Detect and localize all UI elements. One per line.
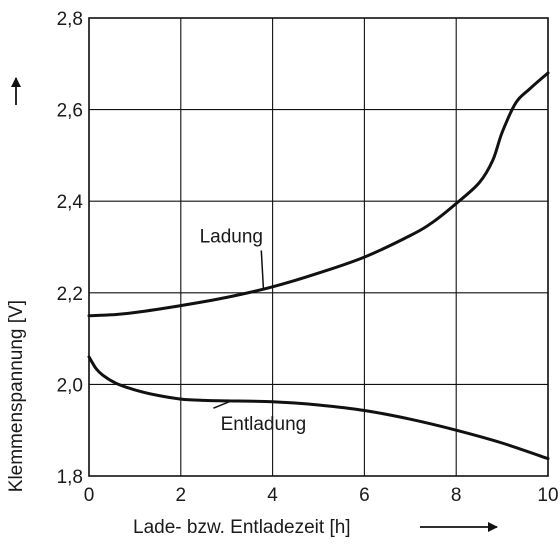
annotation-label-1: Entladung <box>221 414 307 435</box>
y-tick-label-5: 2,8 <box>57 9 83 30</box>
annotation-leader-1 <box>213 400 232 409</box>
x-tick-label-2: 4 <box>267 485 278 506</box>
y-axis-label: Klemmenspannung [V] <box>6 300 27 492</box>
x-tick-label-3: 6 <box>359 485 370 506</box>
series-line-0 <box>87 71 550 318</box>
x-tick-labels: 0 2 4 6 8 10 <box>84 485 559 506</box>
series-line-1 <box>87 355 550 461</box>
annotation-label-0: Ladung <box>200 226 263 247</box>
x-axis-label: Lade- bzw. Entladezeit [h] <box>133 517 351 538</box>
x-tick-label-4: 8 <box>451 485 462 506</box>
x-tick-label-5: 10 <box>537 485 558 506</box>
plot-frame <box>88 17 549 477</box>
annotation-leader-0 <box>260 250 265 289</box>
y-tick-label-0: 1,8 <box>57 467 83 488</box>
y-tick-label-3: 2,4 <box>57 192 84 213</box>
y-tick-label-2: 2,2 <box>57 284 83 305</box>
x-tick-label-0: 0 <box>84 485 95 506</box>
y-tick-label-1: 2,0 <box>57 375 83 396</box>
y-tick-labels: 1,8 2,0 2,2 2,4 2,6 2,8 <box>57 9 84 488</box>
y-tick-label-4: 2,6 <box>57 101 83 122</box>
series-layer <box>87 71 550 461</box>
x-tick-label-1: 2 <box>176 485 187 506</box>
annotations: Ladung Entladung <box>200 226 307 435</box>
grid <box>88 17 549 477</box>
